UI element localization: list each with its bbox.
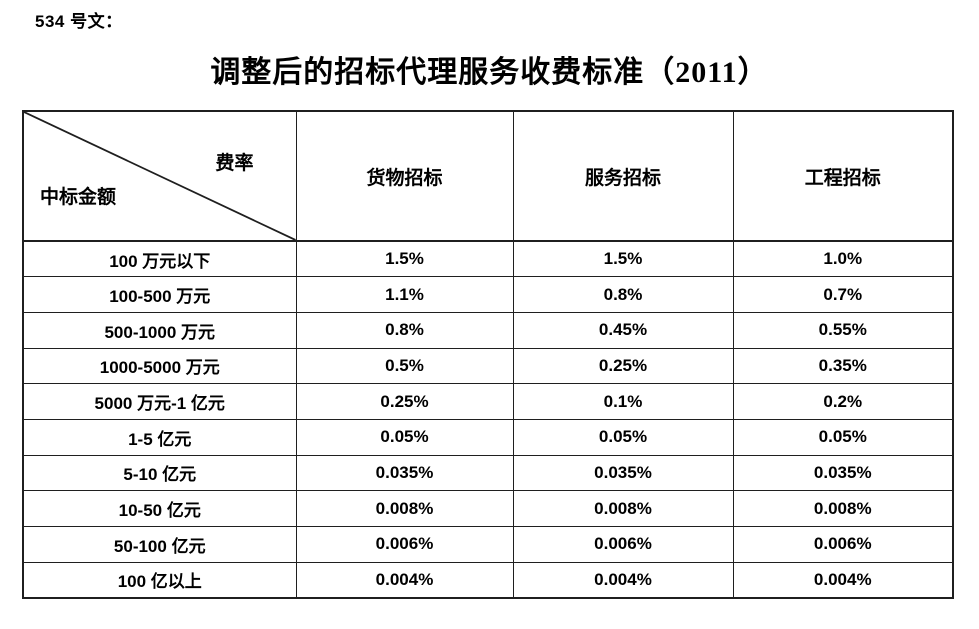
table-row: 1-5 亿元 0.05% 0.05% 0.05% <box>22 418 954 456</box>
rate-value: 1.5% <box>295 240 514 278</box>
amount-range-label: 500-1000 万元 <box>22 311 297 349</box>
rate-value: 0.006% <box>512 526 734 563</box>
rate-value: 0.35% <box>732 347 954 385</box>
diagonal-divider-line <box>24 112 296 240</box>
rate-value: 0.006% <box>732 526 954 563</box>
table-row: 500-1000 万元 0.8% 0.45% 0.55% <box>22 311 954 349</box>
rate-value: 0.004% <box>732 561 954 599</box>
table-row: 100-500 万元 1.1% 0.8% 0.7% <box>22 276 954 313</box>
rate-value: 0.8% <box>512 276 734 313</box>
rate-value: 0.05% <box>732 418 954 456</box>
doc-number: 534 号文： <box>35 12 123 31</box>
table-row: 10-50 亿元 0.008% 0.008% 0.008% <box>22 490 954 527</box>
rate-value: 0.006% <box>295 526 514 563</box>
table-row: 1000-5000 万元 0.5% 0.25% 0.35% <box>22 347 954 385</box>
corner-label-rate: 费率 <box>215 153 254 174</box>
column-header-service-bidding: 服务招标 <box>512 110 734 242</box>
table-row: 5000 万元-1 亿元 0.25% 0.1% 0.2% <box>22 383 954 420</box>
rate-value: 0.7% <box>732 276 954 313</box>
rate-value: 0.008% <box>512 490 734 527</box>
rate-value: 0.45% <box>512 311 734 349</box>
table-corner-cell: 费率 中标金额 <box>22 110 297 242</box>
rate-value: 0.25% <box>295 383 514 420</box>
rate-value: 0.1% <box>512 383 734 420</box>
rate-value: 0.05% <box>512 418 734 456</box>
corner-label-amount: 中标金额 <box>40 187 117 208</box>
amount-range-label: 100 万元以下 <box>22 240 297 278</box>
amount-range-label: 100 亿以上 <box>22 561 297 599</box>
amount-range-label: 1000-5000 万元 <box>22 347 297 385</box>
rate-value: 0.25% <box>512 347 734 385</box>
rate-value: 0.035% <box>732 454 954 492</box>
fee-table-body: 100 万元以下 1.5% 1.5% 1.0% 100-500 万元 1.1% 0.8% 0.… <box>22 240 954 599</box>
rate-value: 0.008% <box>295 490 514 527</box>
rate-value: 1.5% <box>512 240 734 278</box>
rate-value: 0.8% <box>295 311 514 349</box>
rate-value: 0.55% <box>732 311 954 349</box>
fee-table: 费率 中标金额 货物招标 服务招标 工程招标 100 万元以下 1.5% 1.5% 1… <box>22 110 954 599</box>
amount-range-label: 50-100 亿元 <box>22 526 297 563</box>
table-row: 100 万元以下 1.5% 1.5% 1.0% <box>22 240 954 278</box>
rate-value: 0.2% <box>732 383 954 420</box>
table-row: 100 亿以上 0.004% 0.004% 0.004% <box>22 561 954 599</box>
rate-value: 0.008% <box>732 490 954 527</box>
amount-range-label: 1-5 亿元 <box>22 418 297 456</box>
header-row: 费率 中标金额 货物招标 服务招标 工程招标 <box>22 110 954 242</box>
amount-range-label: 100-500 万元 <box>22 276 297 313</box>
rate-value: 0.004% <box>512 561 734 599</box>
rate-value: 0.05% <box>295 418 514 456</box>
column-header-engineering-bidding: 工程招标 <box>732 110 954 242</box>
page-title: 调整后的招标代理服务收费标准（2011） <box>210 56 769 89</box>
rate-value: 0.5% <box>295 347 514 385</box>
rate-value: 0.035% <box>512 454 734 492</box>
amount-range-label: 5000 万元-1 亿元 <box>22 383 297 420</box>
table-row: 5-10 亿元 0.035% 0.035% 0.035% <box>22 454 954 492</box>
rate-value: 1.1% <box>295 276 514 313</box>
rate-value: 0.035% <box>295 454 514 492</box>
amount-range-label: 10-50 亿元 <box>22 490 297 527</box>
rate-value: 0.004% <box>295 561 514 599</box>
column-header-goods-bidding: 货物招标 <box>295 110 514 242</box>
table-row: 50-100 亿元 0.006% 0.006% 0.006% <box>22 526 954 563</box>
rate-value: 1.0% <box>732 240 954 278</box>
amount-range-label: 5-10 亿元 <box>22 454 297 492</box>
